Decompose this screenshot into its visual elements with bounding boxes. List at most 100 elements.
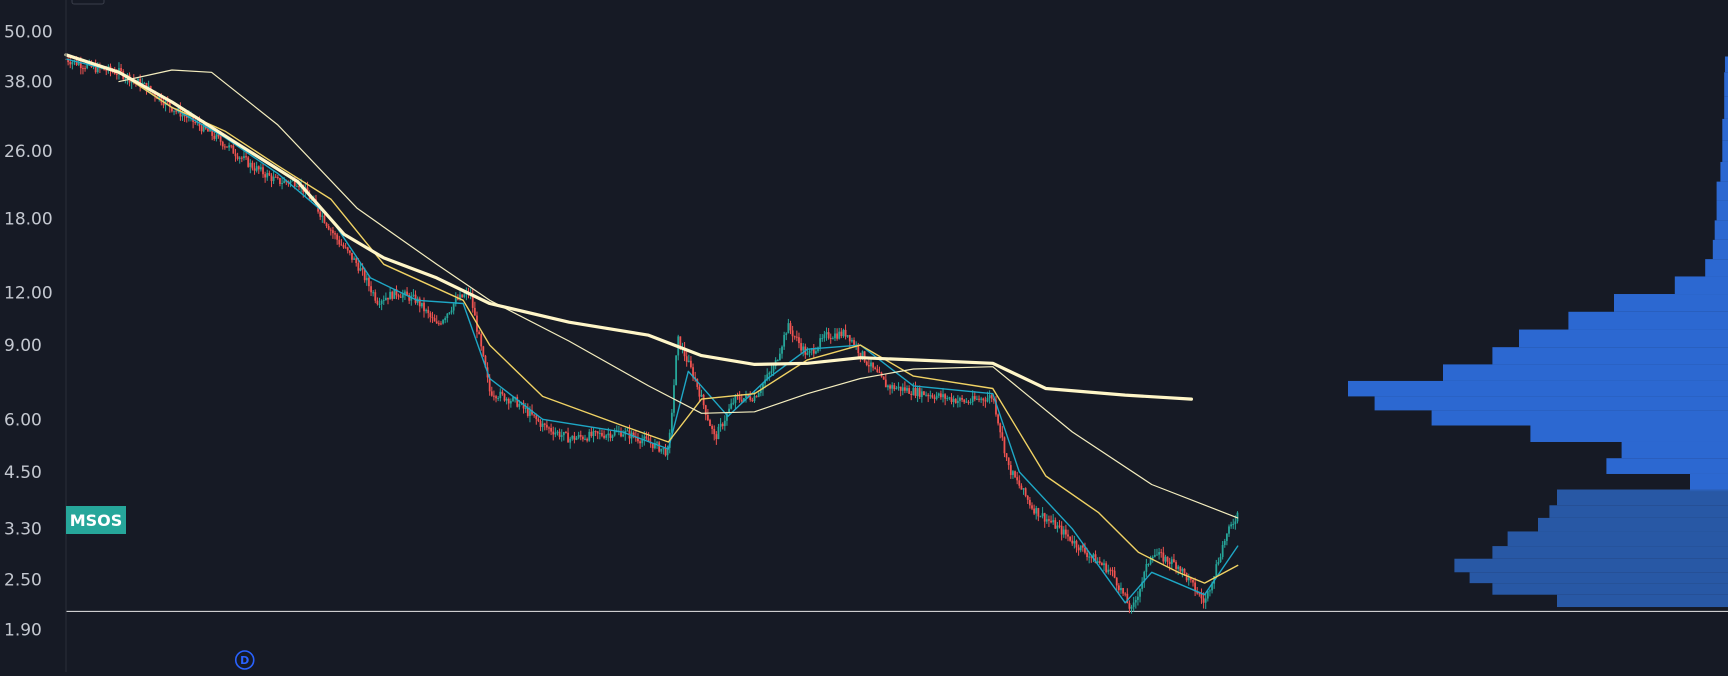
- event-markers[interactable]: D: [234, 650, 255, 670]
- candle-body: [368, 277, 370, 287]
- candle-body: [541, 423, 544, 427]
- candle-body: [327, 225, 330, 230]
- dividend-marker[interactable]: D: [234, 650, 255, 670]
- candle-body: [124, 78, 127, 80]
- volume-profile-bar: [1606, 458, 1728, 474]
- candle-body: [348, 250, 351, 253]
- candle-body: [1183, 568, 1186, 574]
- volume-profile-bar: [1722, 140, 1728, 162]
- candle-body: [798, 337, 800, 344]
- candle-body: [611, 435, 614, 438]
- candle-body: [482, 346, 485, 356]
- candle-body: [944, 394, 947, 399]
- candle-body: [1115, 577, 1118, 586]
- candle-body: [363, 269, 366, 281]
- candle-body: [1196, 591, 1199, 594]
- candle-body: [1026, 495, 1029, 500]
- candle-body: [1230, 524, 1233, 527]
- candle-body: [478, 331, 480, 335]
- candle-body: [1113, 570, 1116, 578]
- candle-body: [412, 294, 415, 296]
- volume-profile-bar-low: [1492, 546, 1728, 559]
- candle-body: [554, 432, 557, 435]
- candle-body: [361, 268, 364, 270]
- candle-body: [825, 332, 828, 335]
- candle-body: [162, 102, 165, 106]
- candle-body: [762, 383, 764, 390]
- candle-body: [732, 402, 735, 404]
- candle-body: [211, 129, 214, 136]
- candle-body: [1181, 568, 1184, 572]
- y-tick-label: 4.50: [4, 463, 42, 483]
- candle-body: [660, 448, 663, 452]
- candle-body: [1202, 598, 1205, 603]
- candle-body: [435, 321, 438, 324]
- candle-body: [711, 426, 714, 429]
- candle-body: [365, 277, 368, 281]
- candle-body: [980, 398, 983, 400]
- candle-body: [262, 167, 264, 175]
- volume-profile-bar: [1724, 72, 1728, 97]
- candle-body: [425, 309, 428, 312]
- candle-body: [431, 317, 434, 319]
- candle-body: [501, 391, 504, 394]
- candle-body: [687, 360, 690, 362]
- candle-body: [838, 331, 841, 339]
- candle-body: [94, 65, 97, 73]
- candle-body: [967, 401, 970, 403]
- candle-body: [228, 145, 231, 148]
- candle-body: [529, 410, 531, 416]
- candle-body: [795, 336, 798, 338]
- candle-body: [219, 136, 222, 142]
- volume-profile-bar: [1720, 161, 1728, 182]
- candle-body: [876, 369, 879, 373]
- candle-body: [406, 291, 408, 295]
- candle-body: [749, 396, 752, 400]
- candle-body: [948, 397, 951, 399]
- candle-body: [86, 64, 89, 69]
- candle-body: [380, 300, 383, 304]
- candle-body: [217, 134, 220, 137]
- candle-body: [230, 145, 233, 147]
- candle-body: [726, 413, 728, 421]
- candle-body: [1153, 554, 1156, 557]
- candle-body: [454, 298, 457, 304]
- candle-body: [67, 59, 70, 63]
- top-control-stub[interactable]: [71, 0, 105, 5]
- candle-body: [1037, 508, 1040, 517]
- candle-body: [171, 107, 173, 112]
- candle-body: [177, 107, 180, 111]
- candle-body: [429, 313, 432, 318]
- candle-body: [861, 351, 864, 357]
- candle-body: [1134, 599, 1137, 603]
- candle-body: [323, 215, 326, 224]
- candle-body: [770, 371, 773, 373]
- candle-body: [810, 349, 813, 351]
- candle-body: [221, 141, 224, 147]
- candle-body: [1225, 533, 1228, 541]
- candle-body: [200, 126, 203, 132]
- candle-body: [257, 166, 260, 170]
- candle-body: [370, 286, 372, 293]
- candle-body: [742, 398, 745, 402]
- y-tick-label: 26.00: [4, 142, 53, 162]
- candle-body: [444, 318, 447, 321]
- candle-body: [1162, 552, 1165, 562]
- candle-body: [537, 419, 540, 422]
- ticker-badge[interactable]: MSOS: [66, 506, 126, 534]
- candle-body: [1103, 563, 1105, 566]
- candle-body: [1056, 525, 1059, 529]
- candle-body: [1058, 525, 1061, 527]
- candle-body: [223, 146, 226, 148]
- candle-body: [1077, 547, 1080, 551]
- candle-body: [575, 437, 578, 440]
- candle-body: [565, 432, 567, 434]
- candle-body: [418, 298, 421, 307]
- candle-body: [1228, 526, 1230, 534]
- candle-body: [601, 433, 603, 436]
- candle-body: [728, 408, 730, 414]
- candle-body: [889, 385, 891, 389]
